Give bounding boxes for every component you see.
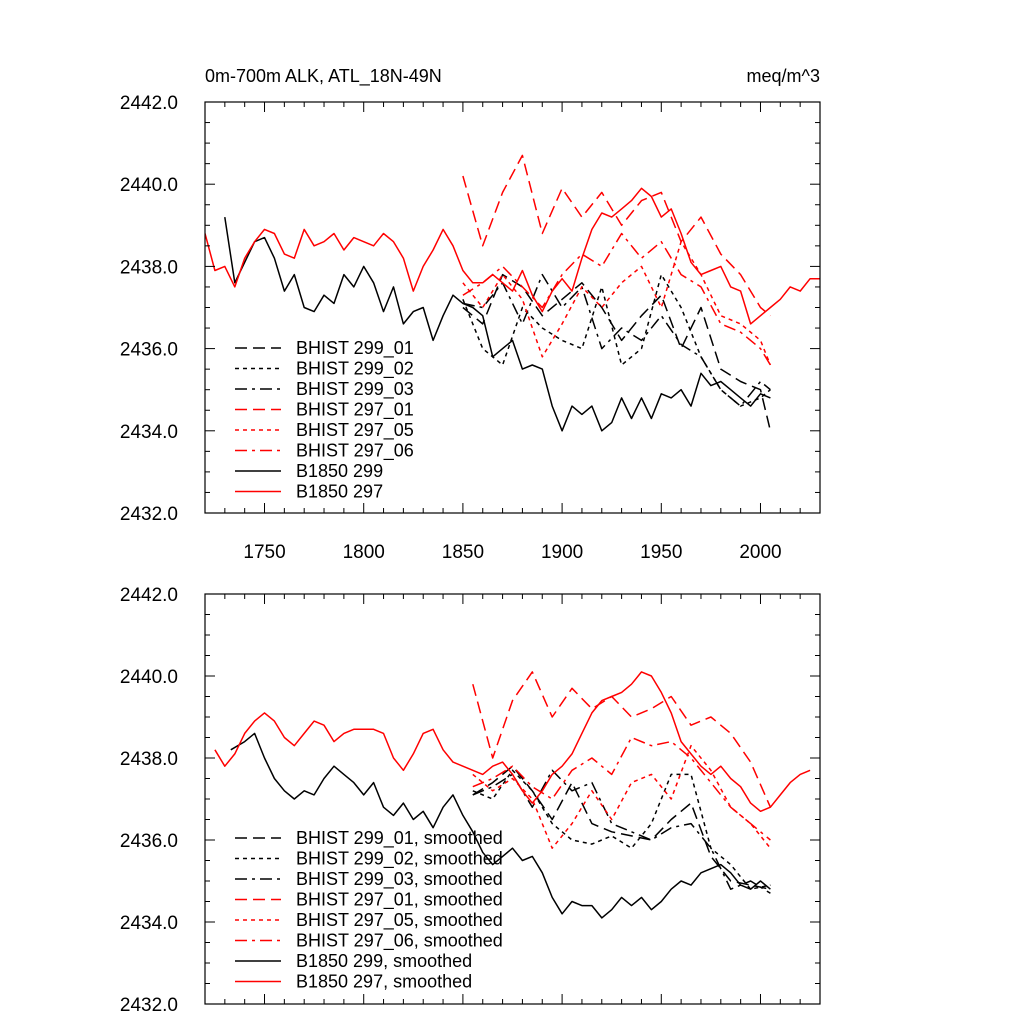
legend-label: B1850 299, smoothed — [296, 951, 472, 971]
legend-label: BHIST 299_02, smoothed — [296, 849, 503, 870]
legend-label: BHIST 299_01, smoothed — [296, 828, 503, 849]
top-panel: 2432.0 2434.0 2436.0 2438.0 2440.0 2442.0 1750… — [120, 66, 821, 563]
series-line-6 — [472, 736, 771, 841]
y-tick-label: 2434.0 — [120, 422, 178, 443]
legend-label: BHIST 297_01 — [296, 400, 414, 421]
x-tick-label: 1900 — [541, 542, 583, 563]
legend-label: BHIST 297_05 — [296, 420, 414, 441]
x-tick-label: 1850 — [442, 542, 484, 563]
series-line-3 — [462, 273, 771, 407]
y-tick-label: 2438.0 — [120, 749, 178, 770]
series-line-2 — [462, 273, 771, 407]
y-tick-label: 2440.0 — [120, 175, 178, 196]
legend-label: BHIST 299_01 — [296, 338, 414, 359]
series-line-1 — [472, 765, 771, 890]
legend-label: BHIST 297_01, smoothed — [296, 890, 503, 911]
x-tick-label: 1950 — [640, 542, 682, 563]
series-group — [205, 154, 820, 432]
series-line-3 — [472, 769, 771, 894]
legend-label: B1850 297 — [296, 482, 383, 502]
y-tick-label: 2434.0 — [120, 913, 178, 934]
legend-label: B1850 299 — [296, 461, 383, 481]
series-group — [214, 671, 811, 919]
legend-label: BHIST 299_02 — [296, 359, 414, 380]
legend-label: BHIST 297_06, smoothed — [296, 931, 503, 952]
chart-title: 0m-700m ALK, ATL_18N-49N — [205, 66, 442, 87]
legend-label: BHIST 299_03, smoothed — [296, 869, 503, 890]
y-tick-label: 2432.0 — [120, 995, 178, 1016]
legend-label: B1850 297, smoothed — [296, 972, 472, 992]
series-line-2 — [472, 769, 771, 890]
legend-label: BHIST 297_06 — [296, 441, 414, 462]
series-line-1 — [462, 273, 772, 431]
bottom-panel: 2432.0 2434.0 2436.0 2438.0 2440.0 2442.0 BHIS… — [120, 585, 821, 1016]
series-line-5 — [462, 240, 772, 366]
y-tick-label: 2436.0 — [120, 831, 178, 852]
series-line-8 — [214, 671, 811, 813]
y-tick-label: 2432.0 — [120, 504, 178, 525]
legend-label: BHIST 297_05, smoothed — [296, 910, 503, 931]
series-line-6 — [462, 232, 772, 366]
series-line-5 — [472, 744, 771, 849]
y-tick-label: 2442.0 — [120, 585, 178, 606]
series-line-7 — [230, 732, 771, 919]
series-line-7 — [224, 216, 771, 432]
series-line-4 — [472, 671, 772, 808]
x-tick-label: 1750 — [243, 542, 285, 563]
y-tick-label: 2438.0 — [120, 257, 178, 278]
y-tick-label: 2442.0 — [120, 93, 178, 114]
units-label: meq/m^3 — [747, 66, 820, 86]
series-line-4 — [462, 154, 771, 317]
x-tick-label: 2000 — [739, 542, 781, 563]
y-tick-label: 2436.0 — [120, 340, 178, 361]
y-tick-label: 2440.0 — [120, 667, 178, 688]
x-tick-label: 1800 — [343, 542, 385, 563]
legend-label: BHIST 299_03 — [296, 379, 414, 400]
series-line-8 — [205, 187, 820, 325]
